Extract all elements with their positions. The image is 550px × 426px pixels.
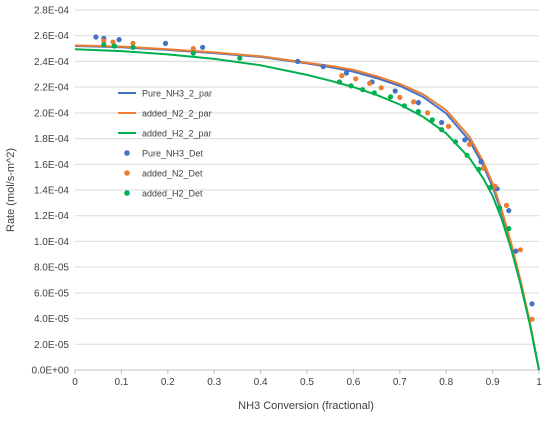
- y-tick-label: 0.0E+00: [31, 366, 69, 377]
- y-tick-label: 6.0E-05: [34, 288, 69, 299]
- data-point-added-n2-det: [101, 38, 107, 44]
- data-point-pure-nh3-det: [415, 100, 421, 106]
- y-tick-label: 1.8E-04: [34, 134, 69, 145]
- y-tick-label: 1.6E-04: [34, 160, 69, 171]
- data-point-added-n2-det: [492, 183, 498, 189]
- data-point-added-n2-det: [517, 247, 524, 253]
- series-line-added-n2-2-par: [74, 44, 540, 371]
- data-point-added-h2-det: [371, 90, 377, 96]
- x-tick-label: 0.1: [114, 377, 128, 388]
- x-tick-label: 0.7: [393, 377, 407, 388]
- data-point-added-n2-det: [425, 110, 431, 116]
- legend-swatch-added-h2-det: [124, 190, 130, 196]
- x-tick-label: 0.4: [254, 377, 268, 388]
- legend-label-added-h2-2-par: added_H2_2_par: [142, 129, 212, 139]
- data-point-added-h2-det: [336, 79, 343, 85]
- data-point-pure-nh3-det: [343, 70, 349, 76]
- data-point-pure-nh3-det: [506, 208, 512, 214]
- data-point-pure-nh3-det: [116, 37, 122, 43]
- data-point-added-n2-det: [353, 76, 359, 82]
- x-tick-label: 0.8: [439, 377, 453, 388]
- legend-label-pure-nh3-2-par: Pure_NH3_2_par: [142, 89, 212, 99]
- data-point-added-h2-det: [111, 43, 117, 49]
- data-point-added-n2-det: [503, 202, 510, 208]
- data-point-added-n2-det: [411, 99, 417, 105]
- series-points: [93, 34, 535, 322]
- y-tick-label: 2.0E-04: [34, 108, 69, 119]
- data-point-added-n2-det: [130, 40, 136, 47]
- y-tick-label: 8.0E-05: [34, 263, 69, 274]
- data-point-pure-nh3-det: [462, 137, 468, 143]
- data-point-added-n2-det: [110, 39, 116, 45]
- data-point-added-h2-det: [506, 226, 512, 232]
- data-point-added-h2-det: [348, 83, 354, 89]
- data-point-added-h2-det: [387, 94, 394, 100]
- data-point-added-h2-det: [360, 87, 366, 93]
- data-point-pure-nh3-det: [529, 301, 535, 307]
- data-point-pure-nh3-det: [513, 248, 519, 254]
- data-point-pure-nh3-det: [320, 64, 326, 70]
- data-point-added-h2-det: [401, 103, 407, 109]
- data-point-added-n2-det: [190, 46, 196, 52]
- data-point-pure-nh3-det: [162, 40, 169, 47]
- x-tick-label: 0.3: [207, 377, 221, 388]
- data-point-added-n2-det: [529, 316, 535, 322]
- data-point-added-h2-det: [101, 42, 107, 48]
- y-tick-label: 1.2E-04: [34, 211, 69, 222]
- data-point-added-h2-det: [476, 166, 482, 172]
- gridlines: [75, 9, 539, 371]
- legend-label-added-n2-2-par: added_N2_2_par: [142, 109, 212, 119]
- data-point-added-h2-det: [464, 152, 470, 158]
- axes: 0.0E+00 2.0E-05 4.0E-05 6.0E-05 8.0E-05 1.0E-…: [31, 6, 542, 389]
- y-tick-label: 4.0E-05: [34, 314, 69, 325]
- x-tick-label: 0.6: [346, 377, 360, 388]
- data-point-added-h2-det: [130, 44, 136, 50]
- data-point-pure-nh3-det: [392, 88, 398, 94]
- y-tick-label: 2.4E-04: [34, 57, 69, 68]
- series-lines: [74, 44, 540, 371]
- data-point-added-h2-det: [237, 55, 243, 61]
- x-tick-label: 1: [536, 377, 542, 388]
- x-tick-label: 0.2: [161, 377, 175, 388]
- data-point-pure-nh3-det: [200, 44, 206, 50]
- data-point-pure-nh3-det: [295, 58, 301, 64]
- y-axis-label: Rate (mol/s-m^2): [5, 148, 17, 232]
- data-point-added-h2-det: [487, 184, 493, 190]
- data-point-added-n2-det: [367, 80, 373, 86]
- data-point-added-h2-det: [439, 127, 445, 133]
- data-point-added-n2-det: [378, 85, 384, 91]
- series-line-added-h2-2-par: [74, 48, 540, 371]
- data-point-added-h2-det: [497, 205, 503, 211]
- legend-label-added-h2-det: added_H2_Det: [142, 189, 203, 199]
- data-point-pure-nh3-det: [93, 34, 99, 40]
- data-point-added-n2-det: [445, 123, 452, 129]
- x-tick-label: 0: [72, 377, 78, 388]
- data-point-pure-nh3-det: [478, 159, 484, 165]
- y-tick-label: 2.0E-05: [34, 340, 69, 351]
- legend-label-pure-nh3-det: Pure_NH3_Det: [142, 149, 204, 159]
- y-tick-label: 1.4E-04: [34, 186, 69, 197]
- legend: Pure_NH3_2_par added_N2_2_par added_H2_2_p…: [118, 89, 212, 199]
- x-tick-label: 0.9: [486, 377, 500, 388]
- legend-label-added-n2-det: added_N2_Det: [142, 169, 203, 179]
- y-tick-label: 1.0E-04: [34, 237, 69, 248]
- data-point-added-h2-det: [429, 117, 435, 123]
- data-point-added-h2-det: [415, 109, 421, 115]
- data-point-added-h2-det: [452, 139, 459, 145]
- data-point-added-n2-det: [480, 165, 486, 171]
- data-point-added-n2-det: [466, 141, 472, 147]
- y-tick-label: 2.2E-04: [34, 83, 69, 94]
- data-point-pure-nh3-det: [439, 119, 445, 126]
- x-axis-label: NH3 Conversion (fractional): [238, 400, 374, 412]
- x-tick-label: 0.5: [300, 377, 314, 388]
- legend-swatch-pure-nh3-det: [124, 150, 130, 156]
- data-point-added-n2-det: [397, 94, 403, 100]
- legend-swatch-added-n2-det: [124, 170, 130, 176]
- data-point-added-h2-det: [190, 50, 196, 56]
- data-point-added-n2-det: [339, 73, 345, 79]
- y-tick-label: 2.6E-04: [34, 31, 69, 42]
- y-tick-label: 2.8E-04: [34, 6, 69, 17]
